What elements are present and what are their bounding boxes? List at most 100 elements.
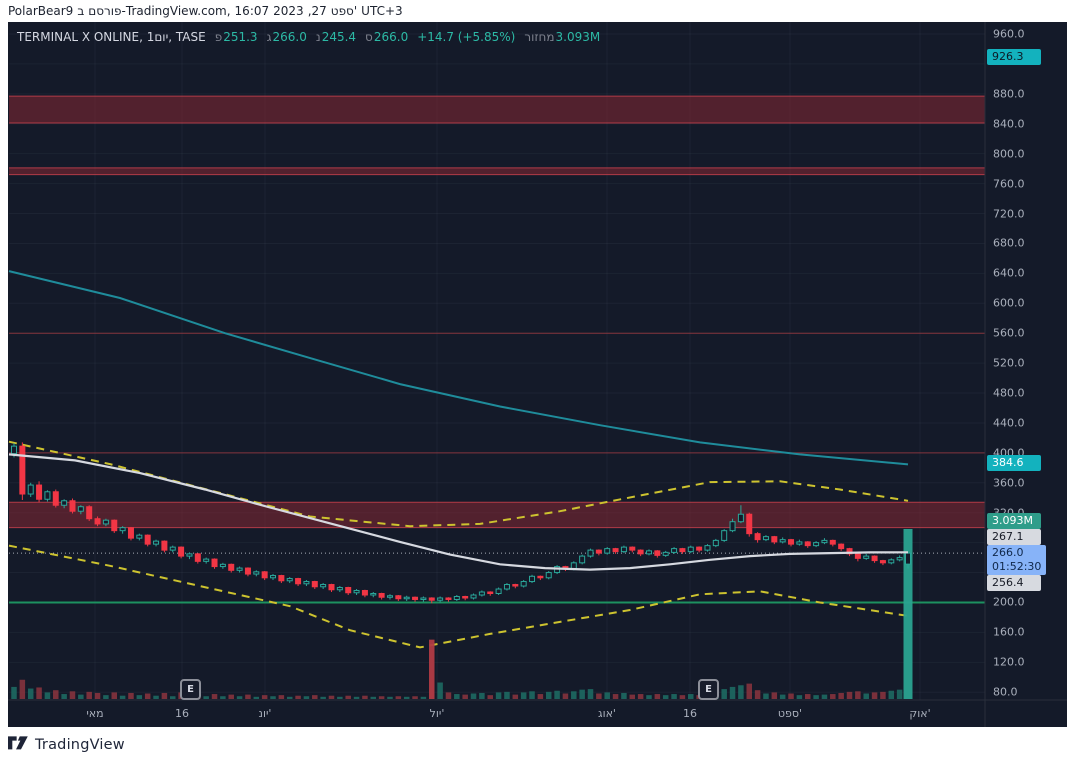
volume-bar: [36, 687, 42, 699]
candle: [838, 543, 845, 550]
volume-bar: [487, 695, 493, 699]
symbol-title[interactable]: TERMINAL X ONLINE, 1 יום , TASE: [17, 30, 206, 44]
volume-bar: [136, 695, 143, 699]
volume-bar: [838, 692, 844, 699]
volume-readout: מחזור 3.093M: [524, 30, 601, 44]
candle: [194, 553, 201, 562]
volume-bar: [637, 694, 644, 699]
volume-bar: [763, 693, 769, 699]
attribution-time: 16:07: [234, 4, 270, 18]
candle: [295, 578, 302, 585]
candle: [896, 557, 903, 561]
attribution-bar: PolarBear9 ב פורסם-TradingView.com, 16:0…: [8, 2, 403, 20]
volume-bar: [69, 691, 76, 699]
earnings-marker[interactable]: E: [698, 679, 719, 700]
tradingview-attribution[interactable]: TradingView: [8, 736, 125, 754]
volume-bar: [754, 690, 761, 699]
volume-bar: [654, 694, 661, 699]
white-ma-line: [8, 453, 909, 571]
volume-bar: [44, 692, 51, 699]
volume-bar: [203, 696, 209, 699]
volume-bar: [554, 690, 560, 699]
candle: [320, 584, 327, 588]
volume-bar: [370, 696, 377, 699]
candle: [804, 541, 811, 547]
volume-bar: [470, 693, 477, 699]
candle: [453, 595, 460, 600]
volume-bar: [804, 694, 811, 699]
supply-zone: [9, 502, 985, 528]
volume-bar: [278, 695, 285, 699]
volume-bar: [312, 695, 318, 699]
candle: [754, 533, 761, 541]
supply-zone: [9, 96, 985, 124]
symbol-legend[interactable]: TERMINAL X ONLINE, 1 יום , TASE פ 251.3 ג…: [17, 30, 600, 44]
candle: [462, 595, 469, 599]
candle: [470, 594, 477, 599]
candle: [86, 506, 93, 520]
volume-bar: [846, 691, 853, 699]
earnings-marker[interactable]: E: [180, 679, 201, 700]
volume-bar: [679, 695, 686, 699]
candle: [687, 546, 694, 553]
volume-bar: [353, 696, 360, 699]
volume-bar: [445, 692, 452, 699]
candle: [629, 546, 636, 551]
volume-bar: [11, 686, 17, 699]
volume-bar: [161, 692, 168, 699]
candle: [829, 539, 836, 545]
candle: [537, 575, 544, 579]
attribution-tz: UTC+3: [361, 4, 403, 18]
candle: [771, 536, 778, 543]
candle: [428, 597, 435, 601]
candle: [437, 597, 444, 601]
candle: [671, 548, 678, 553]
candle: [587, 549, 594, 557]
volume-bar: [863, 693, 869, 699]
attribution-day: ,27: [307, 4, 327, 18]
volume-bar: [144, 693, 151, 699]
tradingview-logo-text: TradingView: [35, 737, 125, 753]
volume-bar: [378, 696, 385, 699]
candle: [136, 534, 143, 539]
candle: [278, 575, 285, 582]
volume-bar: [671, 694, 677, 699]
candle: [495, 588, 502, 595]
volume-bar: [395, 696, 402, 699]
volume-bar: [53, 690, 59, 699]
volume-bar: [437, 682, 443, 699]
candle: [854, 553, 861, 559]
volume-bar: [738, 685, 744, 699]
volume-bar: [337, 696, 343, 699]
volume-bar: [245, 694, 251, 699]
candle: [102, 519, 109, 525]
ohlc-low: נ 245.4: [315, 30, 357, 44]
candle: [27, 484, 34, 495]
volume-bar: [729, 686, 736, 699]
teal-ma-line: [8, 270, 909, 466]
supply-zones: [9, 95, 985, 529]
candle: [779, 539, 786, 543]
candle: [253, 571, 260, 575]
attribution-site: פורסם-TradingView.com,: [88, 4, 231, 18]
candle: [19, 445, 26, 495]
volume-bar: [211, 694, 218, 699]
volume-bar: [94, 692, 101, 699]
candle: [412, 596, 419, 600]
volume-bar: [880, 691, 886, 699]
candle: [161, 540, 168, 551]
candle: [228, 563, 235, 571]
volume-bar: [779, 694, 786, 699]
volume-bar: [821, 694, 828, 699]
volume-bar: [479, 692, 485, 699]
ohlc-open: פ 251.3: [214, 30, 258, 44]
volume-bar: [888, 690, 895, 699]
candle: [244, 567, 251, 575]
volume-bar: [646, 695, 652, 699]
volume-bar: [721, 689, 727, 699]
volume-bar: [537, 694, 544, 699]
volume-bar: [688, 694, 694, 699]
ohlc-high: ג 266.0: [266, 30, 307, 44]
candle: [395, 595, 402, 600]
